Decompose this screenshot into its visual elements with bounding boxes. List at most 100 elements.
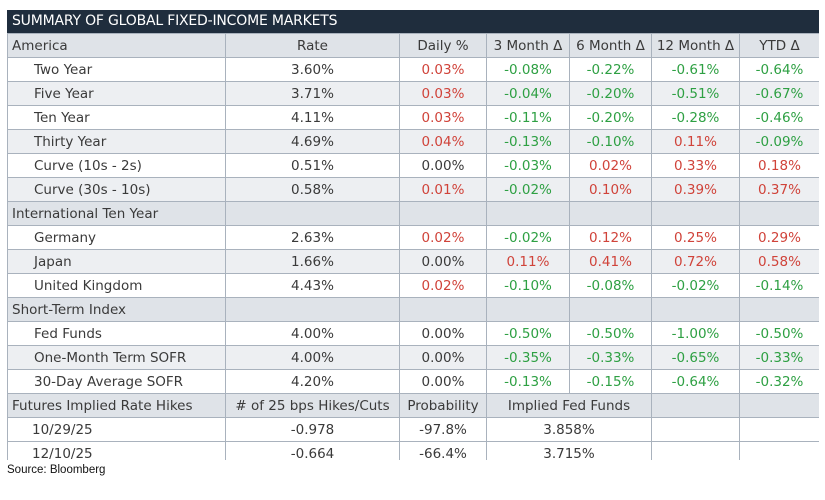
ytd-cell: -0.64%: [739, 57, 819, 82]
m3-cell: -0.02%: [486, 225, 570, 250]
ytd-cell: 0.58%: [739, 249, 819, 274]
ytd-cell: -0.46%: [739, 105, 819, 130]
futures-implied: 3.715%: [486, 441, 652, 460]
daily-cell: 0.00%: [399, 345, 487, 370]
empty-cell: [486, 201, 570, 226]
m3-cell: -0.35%: [486, 345, 570, 370]
row-label: Germany: [7, 225, 226, 250]
m6-cell: -0.20%: [569, 105, 652, 130]
daily-cell: 0.00%: [399, 153, 487, 178]
m12-cell: -0.61%: [651, 57, 740, 82]
empty-cell: [399, 201, 487, 226]
m6-cell: 0.41%: [569, 249, 652, 274]
m3-cell: -0.11%: [486, 105, 570, 130]
table-row: Curve (30s - 10s) 0.58% 0.01% -0.02% 0.10% 0.…: [7, 177, 819, 202]
ytd-cell: 0.29%: [739, 225, 819, 250]
table-row: Thirty Year 4.69% 0.04% -0.13% -0.10% 0.11% -0…: [7, 129, 819, 154]
empty-cell: [651, 297, 740, 322]
empty-cell: [739, 441, 819, 460]
daily-cell: 0.00%: [399, 369, 487, 394]
futures-date: 12/10/25: [7, 441, 226, 460]
daily-cell: 0.02%: [399, 273, 487, 298]
m3-cell: -0.13%: [486, 369, 570, 394]
daily-cell: 0.00%: [399, 249, 487, 274]
m6-cell: -0.33%: [569, 345, 652, 370]
section-short-term: Short-Term Index: [7, 297, 819, 322]
row-label: Five Year: [7, 81, 226, 106]
futures-date: 10/29/25: [7, 417, 226, 442]
rate-cell: 0.58%: [225, 177, 400, 202]
rate-cell: 4.00%: [225, 345, 400, 370]
empty-cell: [225, 201, 400, 226]
m12-cell: 0.33%: [651, 153, 740, 178]
daily-cell: 0.03%: [399, 81, 487, 106]
m12-cell: 0.39%: [651, 177, 740, 202]
empty-cell: [225, 297, 400, 322]
section-label: Short-Term Index: [7, 297, 226, 322]
table-row: Germany 2.63% 0.02% -0.02% 0.12% 0.25% 0.29%: [7, 225, 819, 250]
empty-cell: [739, 201, 819, 226]
table-row: United Kingdom 4.43% 0.02% -0.10% -0.08% -0.0…: [7, 273, 819, 298]
futures-label: Futures Implied Rate Hikes: [7, 393, 226, 418]
header-3m: 3 Month Δ: [486, 33, 570, 58]
table-row: Ten Year 4.11% 0.03% -0.11% -0.20% -0.28% -0.4…: [7, 105, 819, 130]
empty-cell: [739, 297, 819, 322]
m6-cell: -0.20%: [569, 81, 652, 106]
row-label: Thirty Year: [7, 129, 226, 154]
m12-cell: -0.02%: [651, 273, 740, 298]
m12-cell: -0.64%: [651, 369, 740, 394]
ytd-cell: -0.09%: [739, 129, 819, 154]
rate-cell: 4.20%: [225, 369, 400, 394]
m6-cell: 0.12%: [569, 225, 652, 250]
table-row: 30-Day Average SOFR 4.20% 0.00% -0.13% -0.15…: [7, 369, 819, 394]
table-row: Japan 1.66% 0.00% 0.11% 0.41% 0.72% 0.58%: [7, 249, 819, 274]
m12-cell: -0.28%: [651, 105, 740, 130]
m6-cell: -0.22%: [569, 57, 652, 82]
ytd-cell: -0.32%: [739, 369, 819, 394]
futures-implied-header: Implied Fed Funds: [486, 393, 652, 418]
row-label: 30-Day Average SOFR: [7, 369, 226, 394]
table-row: Curve (10s - 2s) 0.51% 0.00% -0.03% 0.02% 0.3…: [7, 153, 819, 178]
futures-row: 10/29/25 -0.978 -97.8% 3.858%: [7, 417, 819, 442]
table-row: One-Month Term SOFR 4.00% 0.00% -0.35% -0.33…: [7, 345, 819, 370]
m3-cell: -0.13%: [486, 129, 570, 154]
rate-cell: 4.11%: [225, 105, 400, 130]
futures-hikes: -0.978: [225, 417, 400, 442]
empty-cell: [651, 201, 740, 226]
daily-cell: 0.00%: [399, 321, 487, 346]
futures-prob: -66.4%: [399, 441, 487, 460]
m3-cell: -0.04%: [486, 81, 570, 106]
futures-row: 12/10/25 -0.664 -66.4% 3.715%: [7, 441, 819, 460]
row-label: One-Month Term SOFR: [7, 345, 226, 370]
m6-cell: -0.50%: [569, 321, 652, 346]
header-daily: Daily %: [399, 33, 487, 58]
table-row: Two Year 3.60% 0.03% -0.08% -0.22% -0.61% -0.6…: [7, 57, 819, 82]
rate-cell: 1.66%: [225, 249, 400, 274]
futures-hikes: -0.664: [225, 441, 400, 460]
m12-cell: 0.11%: [651, 129, 740, 154]
header-row: America Rate Daily % 3 Month Δ 6 Month Δ…: [7, 33, 819, 58]
header-ytd: YTD Δ: [739, 33, 819, 58]
futures-prob-header: Probability: [399, 393, 487, 418]
empty-cell: [651, 441, 740, 460]
empty-cell: [569, 201, 652, 226]
rate-cell: 0.51%: [225, 153, 400, 178]
rate-cell: 4.00%: [225, 321, 400, 346]
section-international: International Ten Year: [7, 201, 819, 226]
m12-cell: 0.25%: [651, 225, 740, 250]
futures-header-row: Futures Implied Rate Hikes # of 25 bps Hi…: [7, 393, 819, 418]
row-label: Curve (30s - 10s): [7, 177, 226, 202]
table-title: SUMMARY OF GLOBAL FIXED-INCOME MARKETS: [7, 10, 819, 33]
daily-cell: 0.02%: [399, 225, 487, 250]
futures-implied: 3.858%: [486, 417, 652, 442]
header-rate: Rate: [225, 33, 400, 58]
m12-cell: -1.00%: [651, 321, 740, 346]
row-label: Two Year: [7, 57, 226, 82]
row-label: Curve (10s - 2s): [7, 153, 226, 178]
empty-cell: [569, 297, 652, 322]
section-label: International Ten Year: [7, 201, 226, 226]
m6-cell: -0.08%: [569, 273, 652, 298]
m3-cell: -0.03%: [486, 153, 570, 178]
empty-cell: [739, 393, 819, 418]
m6-cell: 0.02%: [569, 153, 652, 178]
